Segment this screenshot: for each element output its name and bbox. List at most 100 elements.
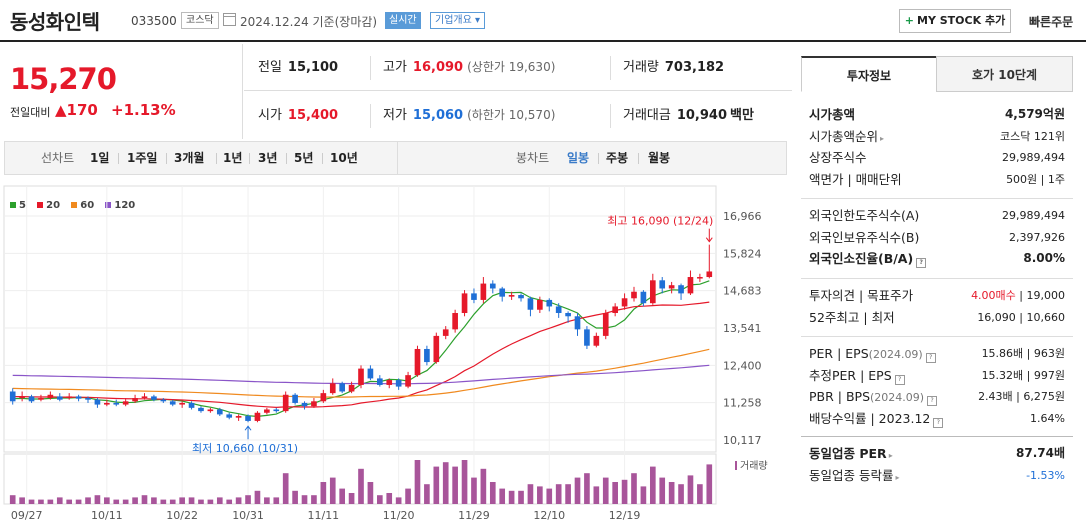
legend-ma120: 120 (105, 200, 135, 211)
volume-bar (245, 495, 251, 504)
volume-bar (292, 490, 298, 504)
info-row: 외국인소진율(B/A)? 8.00% (809, 248, 1065, 269)
volume-bar (555, 484, 562, 504)
tab-orderbook[interactable]: 호가 10단계 (936, 56, 1073, 92)
volume-bar (480, 468, 487, 504)
price-plot-frame (3, 185, 717, 453)
info-row-label: 액면가 | 매매단위 (809, 171, 902, 187)
tab-invest-info[interactable]: 투자정보 (801, 56, 937, 92)
candle-daily[interactable]: 일봉 (567, 151, 590, 165)
candle-body (28, 396, 35, 402)
period-5y[interactable]: 5년 (294, 151, 314, 165)
target-opinion: 4.00매수 (971, 289, 1016, 302)
volume-legend-mark (735, 461, 737, 470)
volume-bar (659, 477, 666, 504)
volume-bar (527, 484, 534, 504)
corp-info-dropdown[interactable]: 기업개요 ▾ (430, 12, 485, 29)
info-icon[interactable]: ? (933, 417, 944, 428)
candle-body (555, 306, 562, 314)
period-1w[interactable]: 1주일 (127, 151, 158, 165)
info-row-label: 투자의견 | 목표주가 (809, 288, 914, 303)
chevron-right-icon: ▸ (895, 472, 900, 482)
info-row: 외국인한도주식수(A) 29,989,494 (809, 205, 1065, 226)
legend-ma5: 5 (10, 200, 26, 211)
volume-bar (254, 490, 261, 504)
price-chart[interactable]: 16,966 15,824 14,683 13,541 12,400 11,258 10,1… (0, 176, 792, 528)
info-row-value: 29,989,494 (1002, 209, 1065, 222)
info-row-value: 4.00매수 | 19,000 (971, 285, 1065, 306)
realtime-button[interactable]: 실시간 (385, 12, 421, 29)
volume-bar (94, 495, 101, 504)
info-row-value: 15.32배 | 997원 (981, 368, 1065, 382)
info-row-label: PBR | BPS(2024.09)? (809, 386, 938, 408)
low-price: 저가 15,060 (하한가 10,570) (383, 108, 556, 123)
volume-bar (122, 499, 129, 504)
candle-body (85, 398, 91, 400)
y-tick-label: 11,258 (723, 397, 762, 410)
candle-body (122, 401, 129, 405)
candle-body (169, 401, 176, 405)
volume-bar (405, 488, 411, 504)
info-row: 52주최고 | 최저 16,090 | 10,660 (809, 307, 1065, 328)
period-1y[interactable]: 1년 (223, 151, 243, 165)
period-1d[interactable]: 1일 (90, 151, 110, 165)
candle-body (471, 293, 477, 300)
candle-body (442, 329, 449, 336)
y-tick-label: 10,117 (723, 434, 762, 447)
volume-bar (640, 486, 647, 504)
candle-body (56, 396, 63, 400)
quote-row-2: 시가 15,400 저가 15,060 (하한가 10,570) 거래대금 10,940… (244, 92, 792, 139)
volume-bar (179, 497, 185, 504)
base-date: 2024.12.24 기준(장마감) (240, 15, 378, 29)
volume-bar (433, 466, 440, 504)
candle-weekly[interactable]: 주봉 (606, 151, 629, 165)
candle-body (329, 383, 336, 394)
stock-header: 동성화인텍 033500 코스닥 2024.12.24 기준(장마감) 실시간 … (0, 0, 1086, 42)
candle-body (405, 375, 411, 387)
volume-bar (301, 495, 308, 504)
x-tick-label: 12/19 (609, 509, 641, 522)
chart-period-toolbar: 선차트 1일 1주일 3개월 1년 3년 5년 10년 봉차트 일봉 주봉 월봉 (4, 141, 787, 175)
volume-bar (216, 497, 223, 504)
candle-body (226, 414, 233, 418)
info-icon[interactable]: ? (927, 396, 938, 406)
period-10y[interactable]: 10년 (330, 151, 358, 165)
candle-body (706, 271, 713, 278)
x-tick-label: 09/27 (11, 509, 43, 522)
x-tick-label: 11/29 (458, 509, 490, 522)
volume-bar (489, 482, 496, 504)
x-tick-label: 10/22 (166, 509, 198, 522)
volume-bar (593, 486, 600, 504)
candle-body (245, 416, 251, 421)
info-row-label: 동일업종 등락률 ▸ (809, 467, 900, 483)
volume-bar (377, 495, 383, 504)
candle-body (678, 285, 684, 294)
period-3m[interactable]: 3개월 (174, 151, 205, 165)
info-row[interactable]: 시가총액순위 ▸ 코스닥 121위 (809, 126, 1065, 147)
info-icon[interactable]: ? (916, 258, 927, 268)
info-row-value: 2,397,926 (1009, 230, 1065, 244)
info-icon[interactable]: ? (894, 374, 905, 385)
change-label: 전일대비 (10, 106, 51, 119)
info-row-value: 4,579억원 (1004, 107, 1065, 121)
candle-body (687, 277, 694, 294)
quick-order-button[interactable]: 빠른주문 (1029, 15, 1074, 29)
candle-monthly[interactable]: 월봉 (648, 151, 671, 165)
period-3y[interactable]: 3년 (258, 151, 278, 165)
volume-bar (198, 499, 204, 504)
info-icon[interactable]: ? (925, 353, 936, 363)
x-tick-label: 12/10 (533, 509, 565, 522)
line-chart-label: 선차트 (41, 151, 75, 165)
volume-bar (329, 477, 336, 504)
high-price: 고가 16,090 (상한가 19,630) (383, 60, 556, 75)
info-row[interactable]: 동일업종 등락률 ▸ -1.53% (809, 465, 1065, 486)
volume-bar (414, 460, 421, 504)
candle-body (480, 283, 487, 300)
candle-body (668, 285, 675, 289)
volume-bar (621, 479, 628, 504)
candle-body (216, 409, 223, 415)
candle-body (47, 394, 54, 399)
candle-body (113, 402, 120, 405)
info-row[interactable]: 동일업종 PER ▸ 87.74배 (809, 443, 1065, 464)
add-mystock-button[interactable]: + MY STOCK 추가 (899, 9, 1011, 33)
